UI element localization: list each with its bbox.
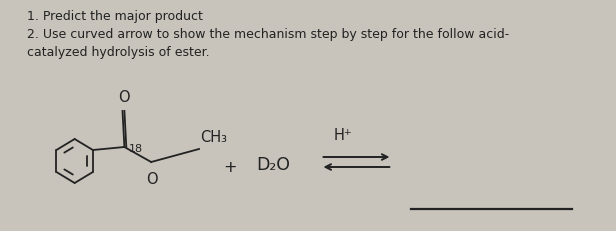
Text: 18: 18 bbox=[129, 144, 143, 154]
Text: H⁺: H⁺ bbox=[333, 128, 352, 142]
Text: O: O bbox=[147, 171, 158, 186]
Text: D₂O: D₂O bbox=[256, 155, 291, 173]
Text: catalyzed hydrolysis of ester.: catalyzed hydrolysis of ester. bbox=[26, 46, 209, 59]
Text: CH₃: CH₃ bbox=[200, 129, 227, 144]
Text: O: O bbox=[119, 90, 130, 105]
Text: 1. Predict the major product: 1. Predict the major product bbox=[26, 10, 203, 23]
Text: +: + bbox=[223, 160, 237, 175]
Text: 2. Use curved arrow to show the mechanism step by step for the follow acid-: 2. Use curved arrow to show the mechanis… bbox=[26, 28, 509, 41]
